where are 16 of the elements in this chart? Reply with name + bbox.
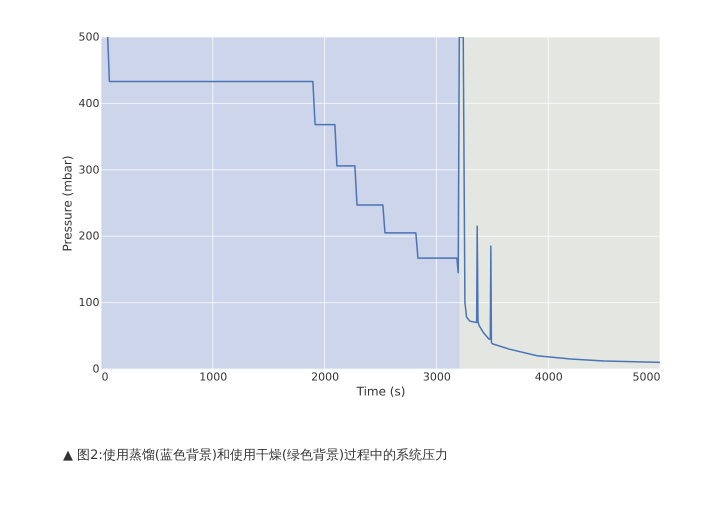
text: ▲ 图2:使用蒸馏(蓝色背景)和使用干燥(绿色背景)过程中的系统压力 [63, 448, 448, 463]
x-tick-label: 2000 [311, 370, 340, 384]
x-tick-label: 4000 [534, 370, 563, 384]
y-axis-title: Pressure (mbar) [60, 155, 75, 252]
y-tick-label: 300 [78, 163, 100, 176]
x-axis-title: Time (s) [356, 384, 406, 398]
x-tick-label: 5000 [632, 370, 660, 384]
y-tick-label: 400 [78, 96, 100, 110]
x-tick-label: 1000 [199, 370, 228, 384]
y-tick-label: 100 [78, 296, 100, 310]
line-series [106, 37, 660, 364]
x-tick-label: 3000 [422, 370, 451, 384]
y-tick-label: 500 [78, 30, 100, 44]
x-tick-label: 0 [102, 370, 108, 384]
y-tick-label: 0 [92, 362, 100, 376]
y-tick-label: 200 [78, 230, 100, 243]
